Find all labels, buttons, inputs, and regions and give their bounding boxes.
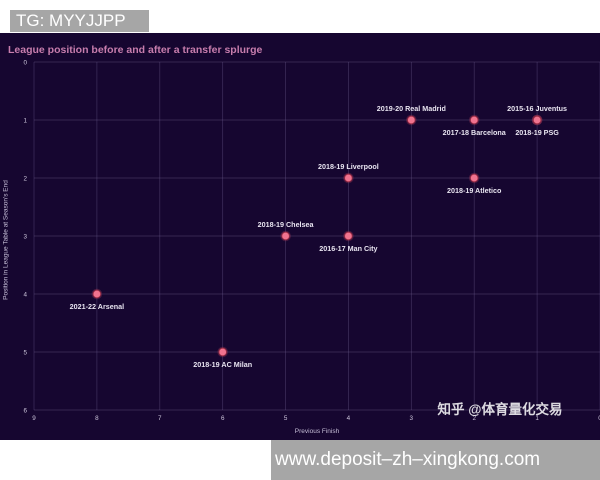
svg-text:2021-22 Arsenal: 2021-22 Arsenal [70, 302, 124, 311]
svg-text:6: 6 [221, 415, 225, 422]
svg-text:2017-18 Barcelona: 2017-18 Barcelona [443, 128, 507, 137]
svg-text:2015-16 Juventus: 2015-16 Juventus [507, 104, 567, 113]
svg-text:5: 5 [284, 415, 288, 422]
svg-text:2016-17 Man City: 2016-17 Man City [319, 244, 377, 253]
svg-text:2: 2 [23, 176, 27, 183]
svg-text:5: 5 [23, 350, 27, 357]
svg-text:1: 1 [23, 118, 27, 125]
svg-text:3: 3 [410, 415, 414, 422]
svg-text:3: 3 [23, 234, 27, 241]
svg-text:2018-19 Chelsea: 2018-19 Chelsea [258, 220, 315, 229]
svg-text:2019-20 Real Madrid: 2019-20 Real Madrid [377, 104, 446, 113]
svg-text:Previous Finish: Previous Finish [295, 428, 340, 435]
svg-text:8: 8 [95, 415, 99, 422]
svg-text:4: 4 [23, 292, 27, 299]
svg-text:0: 0 [23, 60, 27, 67]
svg-text:Position in League Table at Se: Position in League Table at Season's End [3, 180, 10, 300]
svg-text:6: 6 [23, 408, 27, 415]
svg-text:9: 9 [32, 415, 36, 422]
svg-text:知乎 @体育量化交易: 知乎 @体育量化交易 [438, 401, 563, 417]
svg-text:2018-19 AC Milan: 2018-19 AC Milan [193, 360, 252, 369]
svg-text:2018-19 Atletico: 2018-19 Atletico [447, 186, 502, 195]
svg-text:4: 4 [347, 415, 351, 422]
svg-text:2018-19 Liverpool: 2018-19 Liverpool [318, 162, 379, 171]
svg-text:7: 7 [158, 415, 162, 422]
svg-text:2018-19 PSG: 2018-19 PSG [515, 128, 559, 137]
